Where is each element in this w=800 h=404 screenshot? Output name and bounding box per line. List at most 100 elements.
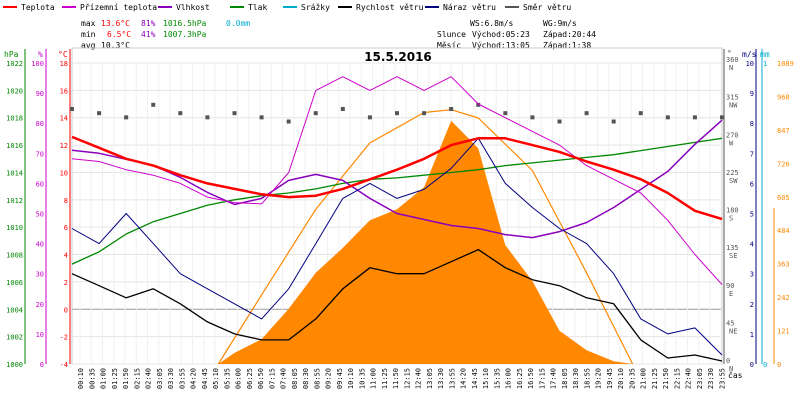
- x-tick-14: 06:00: [235, 368, 243, 389]
- axis-tick-celsius-10: 16: [60, 87, 68, 95]
- moon-label: Měsíc: [437, 41, 461, 50]
- series-wind-direction-point: [178, 111, 183, 116]
- axis-tick-hpa-11: 1022: [6, 60, 23, 68]
- axis-tick-direction-5: 225: [726, 169, 739, 177]
- axis-tick-hpa-8: 1016: [6, 142, 23, 150]
- x-tick-47: 19:45: [606, 368, 614, 389]
- x-tick-29: 12:15: [403, 368, 411, 389]
- series-wind-direction-point: [259, 115, 264, 120]
- stats-max-temp: 13.6°C: [101, 19, 130, 28]
- series-humidity: [71, 119, 723, 239]
- axis-tick-percent-6: 60: [36, 180, 44, 188]
- legend-label-6: Náraz větru: [443, 3, 496, 12]
- series-wind-direction-point: [313, 111, 318, 116]
- axis-tick-wind-7: 7: [750, 150, 754, 158]
- axis-tick-percent-5: 50: [36, 211, 44, 219]
- axis-tick-percent-1: 10: [36, 331, 44, 339]
- axis-tick-direction-4: 180: [726, 207, 739, 215]
- series-wind-direction-point: [665, 115, 670, 120]
- x-tick-3: 01:25: [111, 368, 119, 389]
- x-tick-24: 10:10: [347, 368, 355, 389]
- axis-tick-direction-1: 45: [726, 319, 734, 327]
- axis-compass-7: NW: [729, 102, 738, 110]
- x-tick-18: 07:40: [280, 368, 288, 389]
- axis-tick-solar-0: 0: [777, 361, 781, 369]
- series-wind-speed: [71, 248, 723, 362]
- x-tick-0: 00:10: [77, 368, 85, 389]
- series-wind-direction-point: [97, 111, 102, 116]
- axis-compass-5: SW: [729, 177, 738, 185]
- axis-tick-hpa-5: 1010: [6, 224, 23, 232]
- sun-label: Slunce: [437, 30, 466, 39]
- x-tick-44: 18:30: [572, 368, 580, 389]
- x-tick-43: 18:05: [561, 368, 569, 389]
- x-tick-42: 17:40: [550, 368, 558, 389]
- axis-tick-solar-1: 121: [777, 328, 790, 336]
- x-tick-17: 07:15: [268, 368, 276, 389]
- moon-rise: Východ:13:05: [472, 41, 530, 50]
- axis-tick-wind-5: 5: [750, 211, 754, 219]
- x-tick-6: 02:40: [145, 368, 153, 389]
- axis-tick-direction-2: 90: [726, 282, 734, 290]
- axis-tick-percent-9: 90: [36, 90, 44, 98]
- axis-label-percent: %: [38, 50, 43, 59]
- stats-min-label: min: [81, 30, 96, 39]
- series-wind-direction-point: [692, 115, 697, 120]
- legend-label-2: Vlhkost: [176, 3, 210, 12]
- stats-max-press: 1016.5hPa: [163, 19, 207, 28]
- moon-set: Západ:1:38: [543, 41, 591, 50]
- axis-tick-solar-3: 363: [777, 261, 790, 269]
- x-tick-4: 01:50: [122, 368, 130, 389]
- x-tick-37: 15:35: [493, 368, 501, 389]
- axis-compass-4: S: [729, 215, 733, 223]
- axis-label-wind: m/s: [742, 50, 757, 59]
- axis-tick-direction-8: 360: [726, 56, 739, 64]
- x-tick-48: 20:10: [617, 368, 625, 389]
- x-tick-46: 19:20: [595, 368, 603, 389]
- x-tick-1: 00:35: [88, 368, 96, 389]
- series-wind-direction-point: [476, 102, 481, 107]
- x-tick-10: 04:20: [190, 368, 198, 389]
- x-tick-15: 06:25: [246, 368, 254, 389]
- stats-avg-label: avg: [81, 41, 96, 50]
- legend-label-4: Srážky: [301, 3, 330, 12]
- axis-tick-rain-1: 1: [763, 60, 767, 68]
- x-tick-28: 11:50: [392, 368, 400, 389]
- axis-compass-3: SE: [729, 252, 737, 260]
- astro-block: WS:6.8m/s WG:9m/s Slunce Východ:05:23 Zá…: [437, 19, 596, 50]
- x-tick-33: 13:55: [448, 368, 456, 389]
- axis-label-celsius: °C: [58, 50, 68, 59]
- axis-tick-percent-2: 20: [36, 301, 44, 309]
- x-tick-30: 12:40: [415, 368, 423, 389]
- axis-tick-hpa-7: 1014: [6, 169, 23, 177]
- series-solar-radiation: [218, 120, 633, 364]
- axis-tick-celsius-6: 8: [64, 197, 68, 205]
- x-tick-22: 09:20: [325, 368, 333, 389]
- x-axis-unit: čas: [728, 370, 743, 380]
- axis-tick-wind-0: 0: [750, 361, 754, 369]
- axis-tick-rain-0: 0: [763, 361, 767, 369]
- axis-tick-celsius-9: 14: [60, 115, 68, 123]
- series-wind-direction-point: [557, 119, 562, 124]
- axis-compass-6: W: [729, 139, 734, 147]
- legend-label-0: Teplota: [21, 3, 55, 12]
- series-wind-direction-point: [340, 106, 345, 111]
- stats-max-hum: 81%: [141, 19, 156, 28]
- axis-tick-percent-3: 30: [36, 271, 44, 279]
- sun-set: Západ:20:44: [543, 30, 596, 39]
- series-pressure: [71, 137, 723, 265]
- x-tick-39: 16:25: [516, 368, 524, 389]
- axis-tick-celsius-2: 0: [64, 306, 68, 314]
- series-wind-direction-point: [151, 102, 156, 107]
- axis-label-hpa: hPa: [4, 50, 19, 59]
- x-tick-52: 21:50: [662, 368, 670, 389]
- stats-max-rain: 0.0mm: [226, 19, 250, 28]
- series-wind-direction-point: [232, 111, 237, 116]
- series-wind-direction-point: [70, 106, 74, 111]
- axis-tick-solar-6: 726: [777, 160, 790, 168]
- axis-tick-hpa-9: 1018: [6, 115, 23, 123]
- x-tick-5: 02:15: [133, 368, 141, 389]
- axis-tick-celsius-7: 10: [60, 169, 68, 177]
- stats-min-hum: 41%: [141, 30, 156, 39]
- x-tick-34: 14:20: [460, 368, 468, 389]
